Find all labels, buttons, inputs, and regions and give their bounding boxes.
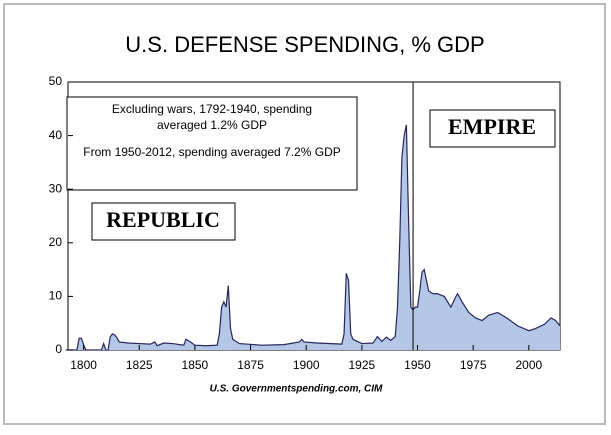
y-tick-label: 50 [49,74,63,88]
x-tick-label: 1850 [182,358,209,372]
source: U.S. Governmentspending.com, CIM [210,384,383,395]
x-tick-label: 1900 [293,358,320,372]
republic-box [91,202,236,241]
note-box [66,96,358,191]
y-tick-label: 40 [49,128,63,142]
note-line: Excluding wars, 1792-1940, spending [112,102,312,116]
empire-box [429,109,556,148]
y-tick-label: 10 [49,289,63,303]
note-line: From 1950-2012, spending averaged 7.2% G… [83,145,341,159]
y-tick-label: 30 [49,181,63,195]
y-tick-label: 20 [49,235,63,249]
region-label: REPUBLIC [106,207,220,232]
x-tick-label: 1800 [70,358,97,372]
x-tick-label: 1950 [404,358,431,372]
y-tick-label: 0 [55,342,62,356]
area-line [65,124,561,351]
region-label: EMPIRE [448,114,536,139]
chart-title: U.S. DEFENSE SPENDING, % GDP [125,32,484,57]
marks [65,82,561,351]
x-tick-label: 1825 [126,358,153,372]
x-tick-label: 1925 [349,358,376,372]
x-tick-label: 2000 [515,358,542,372]
x-tick-label: 1975 [460,358,487,372]
note-line: averaged 1.2% GDP [157,118,267,132]
x-tick-label: 1875 [237,358,264,372]
